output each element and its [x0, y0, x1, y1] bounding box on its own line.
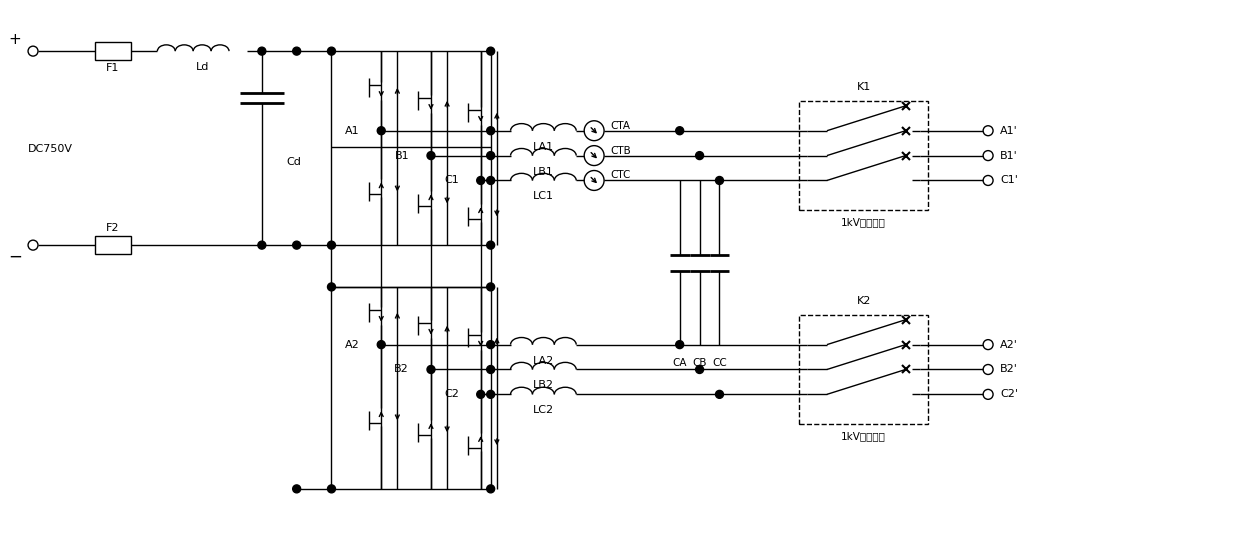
Circle shape: [486, 391, 495, 398]
Text: Cd: Cd: [286, 156, 301, 167]
Circle shape: [486, 47, 495, 55]
Text: F2: F2: [105, 223, 119, 233]
Text: CB: CB: [692, 358, 707, 367]
FancyBboxPatch shape: [799, 315, 929, 424]
Circle shape: [327, 283, 336, 291]
Text: C1': C1': [999, 175, 1018, 186]
Circle shape: [486, 151, 495, 160]
Circle shape: [327, 241, 336, 249]
Text: CTB: CTB: [610, 146, 631, 156]
Circle shape: [476, 391, 485, 398]
Circle shape: [486, 485, 495, 493]
Text: LC2: LC2: [533, 405, 554, 415]
Circle shape: [486, 283, 495, 291]
Circle shape: [715, 391, 723, 398]
FancyBboxPatch shape: [94, 42, 130, 60]
Circle shape: [377, 127, 386, 135]
Text: LC1: LC1: [533, 192, 554, 201]
Circle shape: [486, 127, 495, 135]
Text: B1': B1': [999, 150, 1018, 161]
Text: B2: B2: [394, 365, 409, 374]
Circle shape: [293, 241, 300, 249]
Text: F1: F1: [105, 63, 119, 73]
Circle shape: [715, 176, 723, 184]
Circle shape: [486, 341, 495, 348]
Text: LB2: LB2: [533, 380, 554, 391]
Text: A2': A2': [999, 340, 1018, 349]
Circle shape: [258, 47, 265, 55]
Text: +: +: [9, 32, 21, 47]
Text: C2': C2': [999, 390, 1018, 399]
Circle shape: [377, 341, 386, 348]
Text: Ld: Ld: [196, 62, 208, 72]
Circle shape: [486, 176, 495, 184]
Text: C1: C1: [444, 175, 459, 186]
Text: DC750V: DC750V: [29, 143, 73, 154]
Circle shape: [427, 366, 435, 373]
Text: 1kV三相开关: 1kV三相开关: [841, 431, 887, 441]
FancyBboxPatch shape: [94, 236, 130, 254]
Text: LA1: LA1: [533, 142, 554, 151]
Circle shape: [486, 366, 495, 373]
Text: −: −: [9, 248, 22, 266]
Text: CA: CA: [672, 358, 687, 367]
Circle shape: [676, 127, 683, 135]
Text: B1: B1: [394, 150, 409, 161]
Text: CC: CC: [712, 358, 727, 367]
Circle shape: [676, 341, 683, 348]
Text: K2: K2: [857, 296, 870, 306]
Circle shape: [696, 151, 703, 160]
Text: CTC: CTC: [610, 170, 630, 181]
Circle shape: [327, 47, 336, 55]
Text: LA2: LA2: [533, 355, 554, 366]
Circle shape: [258, 241, 265, 249]
Text: B2': B2': [999, 365, 1018, 374]
Text: CTA: CTA: [610, 121, 630, 131]
Text: A1: A1: [345, 126, 360, 136]
Circle shape: [293, 47, 300, 55]
Text: A1': A1': [999, 126, 1018, 136]
Text: A2: A2: [345, 340, 360, 349]
Text: K1: K1: [857, 82, 870, 92]
Circle shape: [327, 485, 336, 493]
Text: 1kV三相开关: 1kV三相开关: [841, 217, 887, 227]
Text: LB1: LB1: [533, 167, 554, 176]
Text: C2: C2: [444, 390, 459, 399]
Circle shape: [476, 176, 485, 184]
Circle shape: [696, 366, 703, 373]
Circle shape: [486, 241, 495, 249]
Circle shape: [427, 151, 435, 160]
Circle shape: [293, 485, 300, 493]
FancyBboxPatch shape: [799, 101, 929, 210]
